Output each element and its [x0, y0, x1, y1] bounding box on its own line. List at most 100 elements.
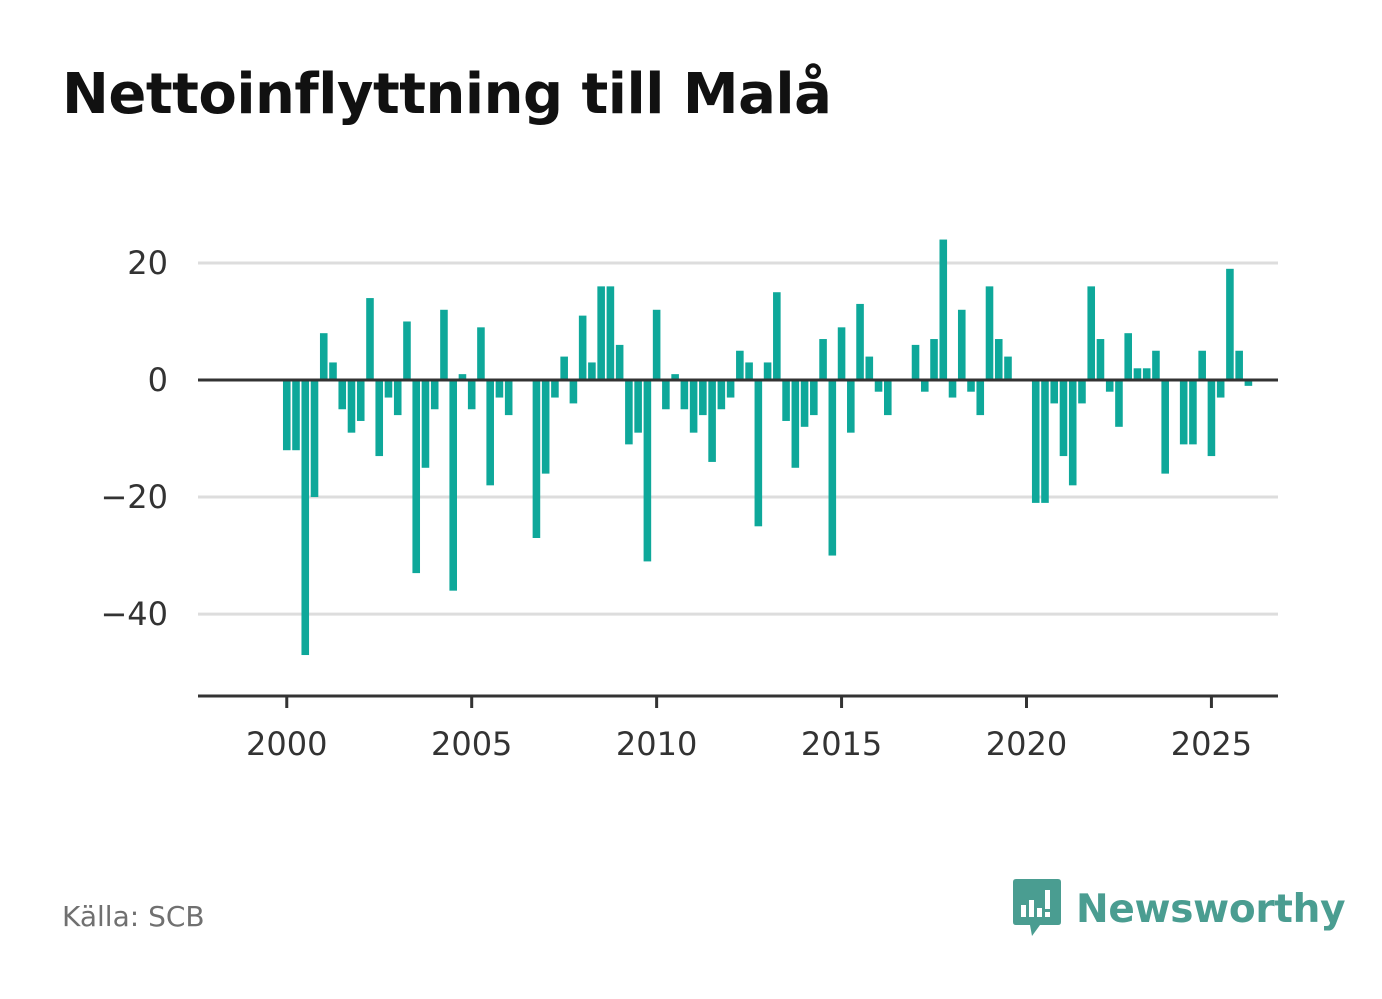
bars [282, 239, 1253, 656]
bar [1235, 350, 1243, 380]
bar [282, 380, 291, 451]
bar [1179, 380, 1188, 445]
bar [708, 380, 716, 462]
bar-chart: 20 0 −20 −40 2000 2005 2010 2015 2020 2025 [100, 239, 1278, 763]
bar [541, 380, 550, 474]
bar [588, 362, 596, 380]
bar [791, 380, 800, 468]
bar [874, 380, 883, 392]
bar [884, 380, 892, 416]
bar [597, 286, 605, 380]
bar [652, 309, 661, 380]
y-tick-label: −40 [100, 595, 168, 633]
gridlines [198, 261, 1278, 616]
bar [301, 380, 310, 656]
bar [1004, 356, 1012, 380]
y-tick-label: 0 [148, 361, 168, 399]
bar [1244, 380, 1253, 386]
newsworthy-logo-icon [1013, 879, 1061, 936]
bar [1189, 380, 1197, 445]
x-tick-label: 2005 [431, 725, 512, 763]
bar [329, 362, 337, 380]
bar [440, 309, 448, 380]
bar [994, 339, 1003, 380]
bar [375, 380, 384, 457]
bar [745, 362, 753, 380]
x-tick-label: 2020 [986, 725, 1067, 763]
bar [985, 286, 994, 380]
bar [634, 380, 642, 433]
bar [615, 344, 624, 380]
bar [1226, 268, 1234, 380]
bar [449, 380, 457, 591]
source-label: Källa: SCB [62, 900, 205, 933]
bar [551, 380, 559, 398]
bar [736, 350, 744, 380]
bar [366, 298, 374, 380]
bar [773, 292, 781, 380]
bar [458, 374, 467, 380]
bar [477, 327, 485, 380]
bar [1152, 350, 1160, 380]
bar [911, 344, 920, 380]
x-tick-label: 2000 [246, 725, 327, 763]
bar [689, 380, 698, 433]
x-tick-labels: 2000 2005 2010 2015 2020 2025 [246, 725, 1252, 763]
y-tick-labels: 20 0 −20 −40 [100, 244, 168, 633]
bar [1142, 368, 1151, 380]
bar [486, 380, 494, 486]
bar [865, 356, 874, 380]
bar [1059, 380, 1068, 457]
bar [754, 380, 763, 527]
bar [680, 380, 689, 410]
bar [1133, 368, 1142, 380]
bar [412, 380, 421, 574]
bar [837, 327, 846, 380]
bar [347, 380, 356, 433]
bar [1105, 380, 1114, 392]
bar [782, 380, 790, 421]
bar [1050, 380, 1059, 404]
bar [643, 380, 652, 562]
newsworthy-logo: Newsworthy [1010, 878, 1346, 940]
bar [930, 339, 938, 380]
bar [403, 321, 411, 380]
bar [1031, 380, 1040, 503]
bar [504, 380, 513, 416]
bar [717, 380, 726, 410]
bar [569, 380, 578, 404]
bar [800, 380, 809, 427]
bar [976, 380, 985, 416]
bar [967, 380, 975, 392]
bar [393, 380, 402, 416]
bar [957, 309, 966, 380]
bar [384, 380, 393, 398]
bar [1216, 380, 1225, 398]
bar [828, 380, 837, 556]
bar [939, 239, 948, 380]
bar [606, 286, 615, 380]
chart-title: Nettoinflyttning till Malå [62, 62, 832, 127]
bar [625, 380, 633, 445]
y-tick-label: −20 [100, 478, 168, 516]
bar [430, 380, 439, 410]
y-tick-label: 20 [127, 244, 168, 282]
bar [1096, 339, 1105, 380]
brand-name: Newsworthy [1076, 886, 1346, 932]
bar [310, 380, 319, 498]
x-tick-label: 2010 [616, 725, 697, 763]
bar [920, 380, 929, 392]
bar [560, 356, 568, 380]
bar [319, 333, 328, 380]
bar [578, 315, 587, 380]
bar [356, 380, 365, 421]
bar [1068, 380, 1077, 486]
bar [1078, 380, 1086, 404]
bar [495, 380, 504, 398]
bar [819, 339, 827, 380]
bar [292, 380, 300, 451]
bar [1124, 333, 1132, 380]
bar [726, 380, 735, 398]
bar [421, 380, 430, 468]
bar [532, 380, 541, 538]
